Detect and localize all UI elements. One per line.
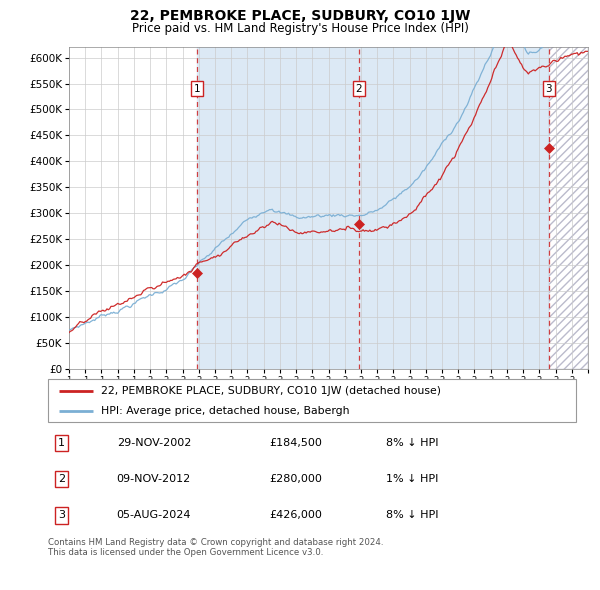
Text: 1% ↓ HPI: 1% ↓ HPI xyxy=(386,474,438,484)
Text: £426,000: £426,000 xyxy=(270,510,323,520)
Text: £280,000: £280,000 xyxy=(270,474,323,484)
Text: 22, PEMBROKE PLACE, SUDBURY, CO10 1JW: 22, PEMBROKE PLACE, SUDBURY, CO10 1JW xyxy=(130,9,470,23)
Text: 2: 2 xyxy=(58,474,65,484)
Text: 3: 3 xyxy=(58,510,65,520)
Text: 8% ↓ HPI: 8% ↓ HPI xyxy=(386,510,439,520)
Text: 8% ↓ HPI: 8% ↓ HPI xyxy=(386,438,439,448)
FancyBboxPatch shape xyxy=(48,379,576,422)
Text: 22, PEMBROKE PLACE, SUDBURY, CO10 1JW (detached house): 22, PEMBROKE PLACE, SUDBURY, CO10 1JW (d… xyxy=(101,386,441,396)
Text: 3: 3 xyxy=(545,84,552,94)
Text: Contains HM Land Registry data © Crown copyright and database right 2024.
This d: Contains HM Land Registry data © Crown c… xyxy=(48,538,383,558)
Text: 09-NOV-2012: 09-NOV-2012 xyxy=(116,474,191,484)
Bar xyxy=(549,47,588,369)
Text: 2: 2 xyxy=(355,84,362,94)
Text: Price paid vs. HM Land Registry's House Price Index (HPI): Price paid vs. HM Land Registry's House … xyxy=(131,22,469,35)
Text: 05-AUG-2024: 05-AUG-2024 xyxy=(116,510,191,520)
Text: £184,500: £184,500 xyxy=(270,438,323,448)
Text: 29-NOV-2002: 29-NOV-2002 xyxy=(116,438,191,448)
Text: 1: 1 xyxy=(58,438,65,448)
Bar xyxy=(197,47,549,369)
Text: 1: 1 xyxy=(194,84,200,94)
Text: HPI: Average price, detached house, Babergh: HPI: Average price, detached house, Babe… xyxy=(101,406,349,416)
